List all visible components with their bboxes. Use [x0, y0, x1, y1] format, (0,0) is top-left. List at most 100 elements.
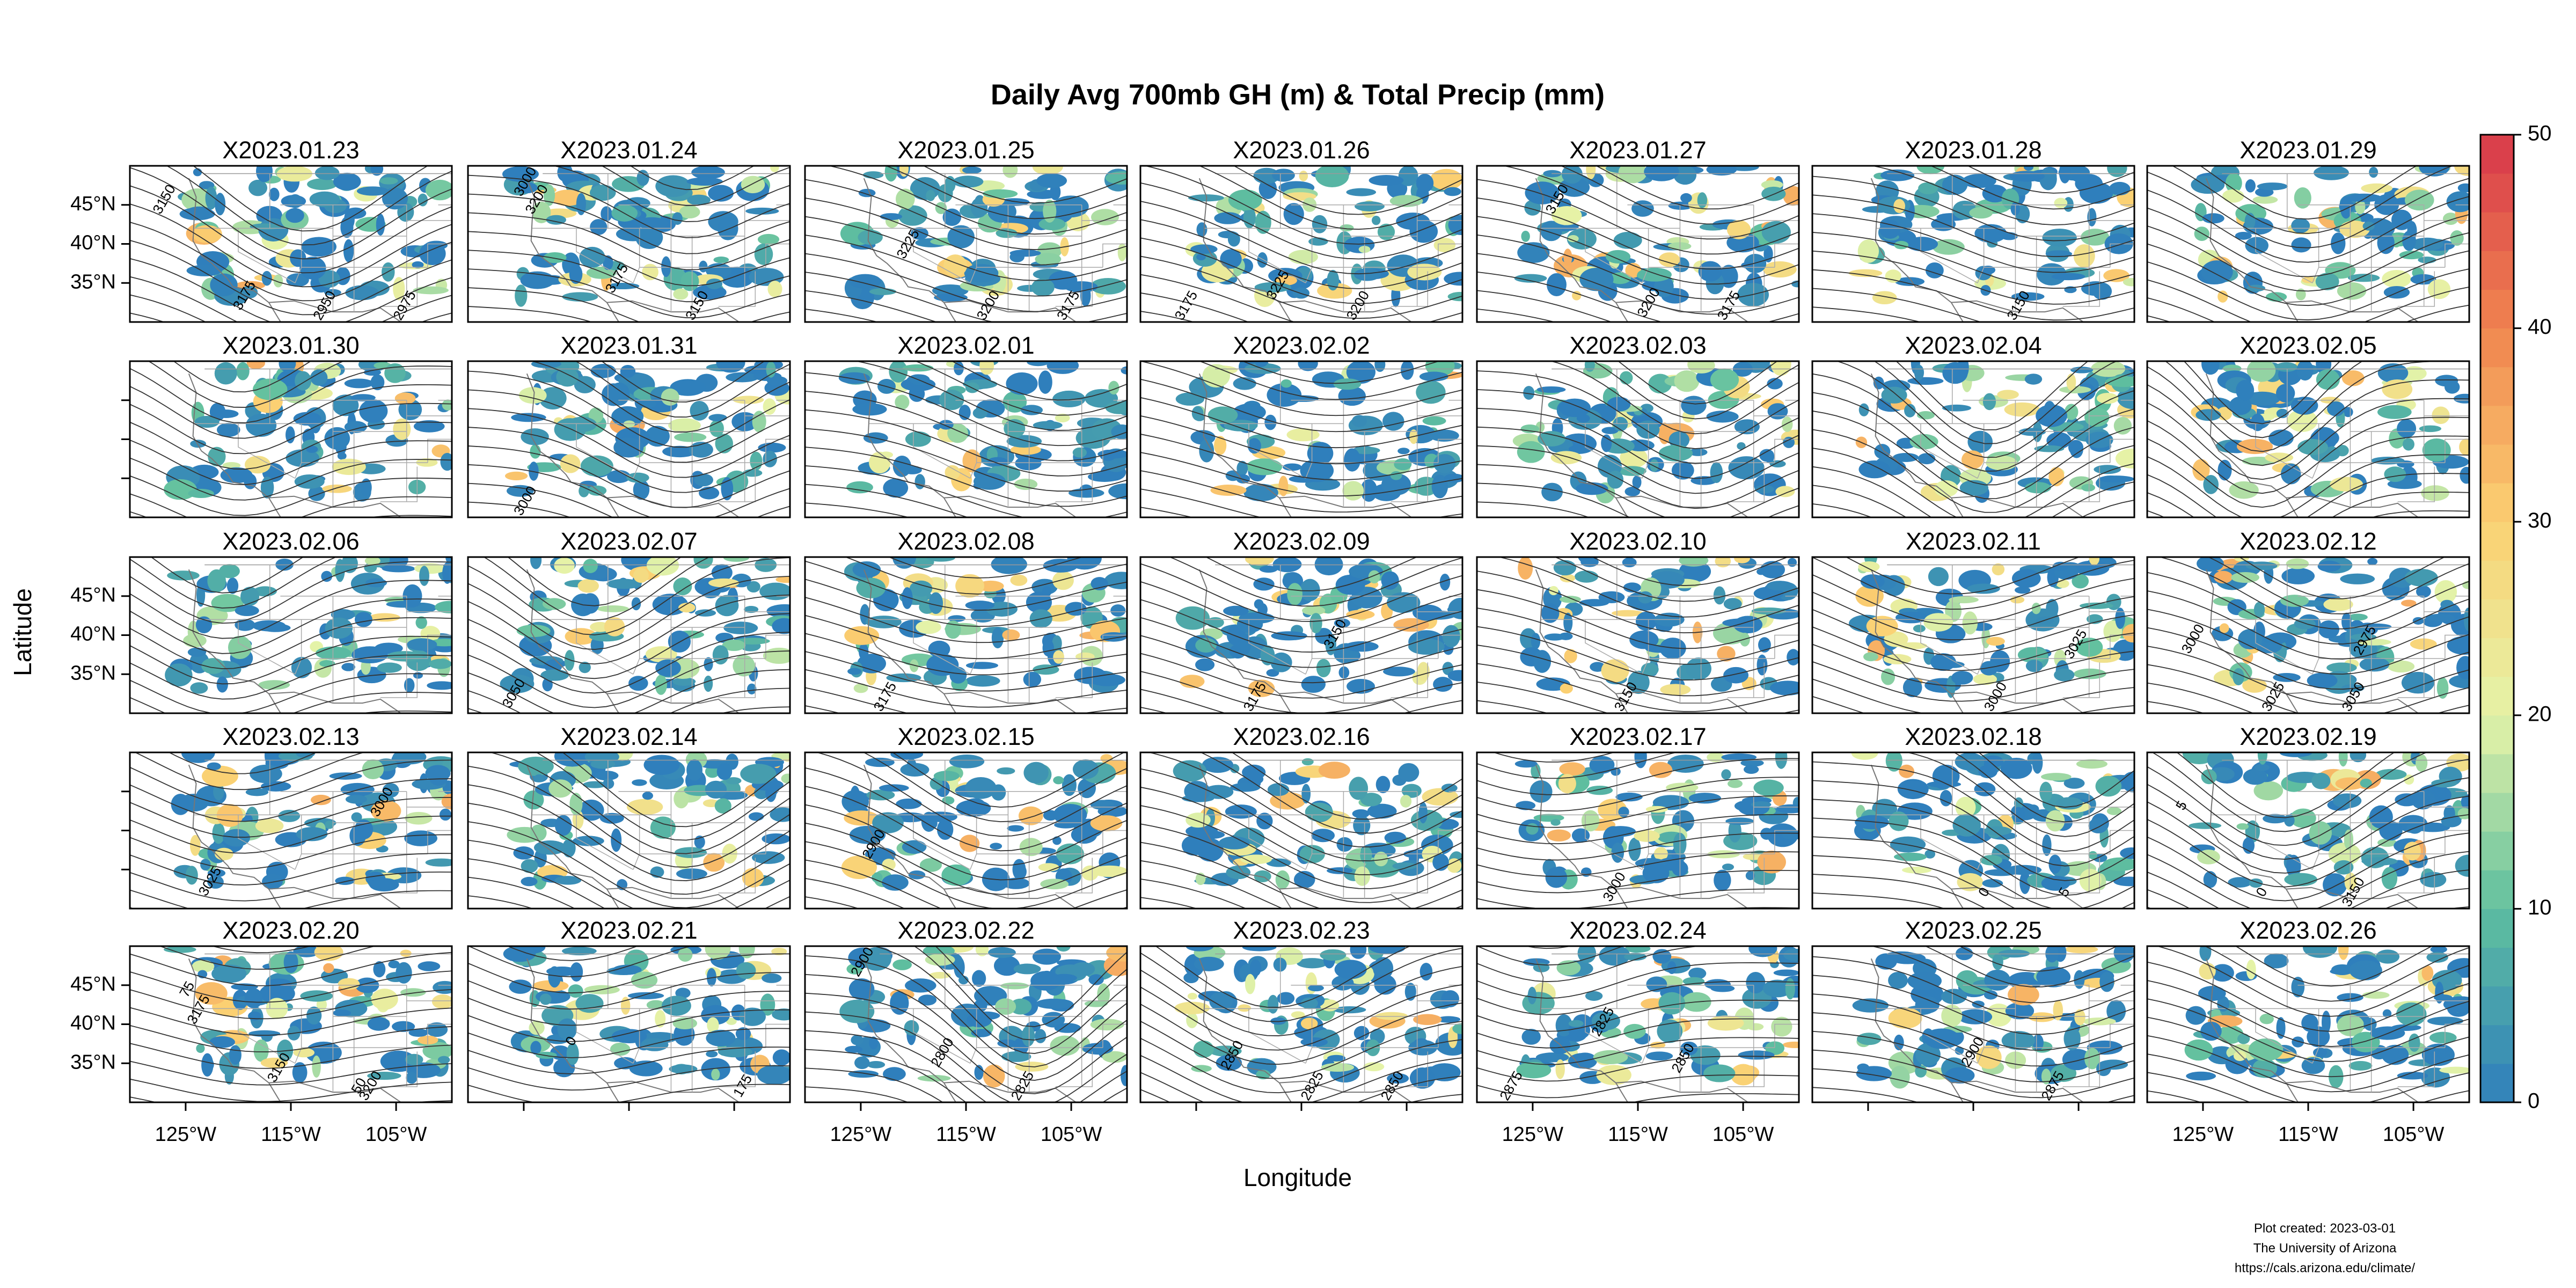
state-line: [2110, 1023, 2134, 1048]
precip-field: [1300, 997, 1318, 1009]
precip-field: [1334, 618, 1350, 628]
precip-field: [1416, 380, 1446, 404]
contour-line: [1477, 795, 1799, 828]
precip-field: [554, 557, 575, 574]
precip-field: [1518, 557, 1533, 580]
panel-frame: [2146, 556, 2470, 714]
precip-field: [367, 1017, 390, 1031]
contour-line: [2147, 379, 2469, 466]
precip-field: [504, 471, 528, 480]
precip-field: [2294, 187, 2311, 209]
state-line: [427, 634, 452, 659]
precip-field: [736, 962, 756, 979]
panel-frame: [804, 751, 1128, 910]
contour-line: [1953, 752, 2134, 823]
precip-field: [2410, 237, 2444, 251]
precip-field: [2321, 1011, 2331, 1034]
precip-field: [1173, 760, 1207, 782]
panel-title: X2023.01.23: [222, 136, 359, 164]
state-line: [2255, 619, 2313, 675]
contour-line: [1231, 752, 1462, 820]
precip-field: [997, 1039, 1017, 1048]
coastline: [1198, 178, 1292, 322]
state-line: [1391, 662, 1429, 698]
colorbar-band: [2480, 676, 2514, 716]
contour-line: [468, 464, 790, 517]
precip-field: [953, 175, 984, 188]
contour-line: [2207, 557, 2469, 614]
precip-field: [932, 284, 969, 297]
state-line: [238, 815, 296, 870]
precip-field: [322, 484, 352, 493]
precip-field: [579, 799, 604, 821]
precip-field: [1035, 253, 1062, 266]
precip-field: [2103, 269, 2129, 282]
contour-line: [2147, 510, 2469, 517]
precip-field: [1349, 777, 1368, 800]
precip-field: [1346, 610, 1375, 619]
map-content: [130, 166, 452, 322]
contour-line: [1140, 434, 1462, 481]
precip-field: [2012, 807, 2025, 824]
contour-line: [1812, 874, 1987, 909]
precip-field: [554, 815, 572, 836]
precip-field: [916, 620, 941, 634]
precip-field: [987, 457, 1008, 466]
precip-field: [1728, 819, 1741, 843]
panel-frame: [1476, 165, 1800, 323]
y-axis-label: Latitude: [9, 588, 36, 676]
precip-field: [164, 479, 197, 500]
map-content: [1477, 752, 1799, 909]
contour-line: [130, 797, 452, 838]
precip-field: [2430, 946, 2447, 954]
precip-field: [1404, 983, 1416, 1001]
precip-field: [1185, 946, 1214, 952]
precip-field: [2099, 971, 2114, 992]
coastline: [1870, 373, 1964, 517]
map-content: [1477, 557, 1799, 713]
precip-field: [869, 288, 897, 295]
precip-field: [2079, 868, 2102, 892]
contour-line: [535, 752, 790, 841]
precip-field: [2367, 558, 2378, 566]
precip-field: [2005, 1002, 2035, 1020]
contour-line: [2183, 361, 2341, 425]
state-line: [1438, 1023, 1462, 1048]
precip-field: [422, 1042, 452, 1060]
precip-field: [2338, 752, 2348, 767]
precip-field: [1316, 658, 1331, 678]
precip-field: [1634, 830, 1660, 842]
precip-field: [1890, 1065, 1910, 1089]
contour-line: [805, 216, 1127, 281]
precip-field: [163, 946, 196, 953]
precip-field: [889, 361, 908, 383]
contour-line: [468, 839, 790, 909]
state-line: [1438, 243, 1462, 268]
contour-line: [1140, 879, 1247, 909]
precip-field: [2456, 656, 2469, 679]
precip-field: [1351, 415, 1367, 427]
precip-field: [1761, 180, 1783, 189]
precip-field: [2214, 570, 2233, 584]
precip-field: [165, 663, 193, 687]
precip-field: [1397, 448, 1410, 455]
precip-field: [1355, 201, 1385, 211]
state-line: [2110, 830, 2134, 854]
precip-field: [1992, 953, 2003, 970]
precip-field: [1631, 200, 1654, 217]
contour-line: [1812, 609, 2134, 656]
contour-line: [1140, 897, 1199, 909]
contour-line: [1198, 166, 1462, 230]
precip-field: [1052, 571, 1074, 590]
map-content: [805, 166, 1127, 322]
contour-line: [1477, 946, 1624, 966]
precip-field: [1940, 790, 1952, 807]
precip-field: [747, 683, 757, 694]
precip-field: [628, 676, 648, 691]
precip-field: [293, 412, 321, 426]
precip-field: [1898, 642, 1928, 649]
precip-field: [914, 474, 925, 489]
precip-field: [929, 971, 951, 979]
precip-field: [674, 847, 707, 858]
precip-field: [882, 858, 896, 871]
